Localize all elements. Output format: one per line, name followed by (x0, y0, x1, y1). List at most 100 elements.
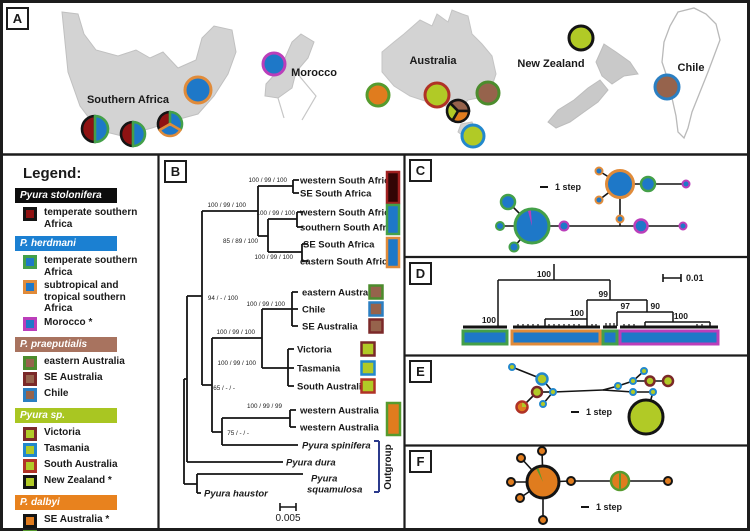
d-tree-tip-ticks (517, 323, 703, 327)
legend-item: SE Australia * (23, 513, 152, 528)
c-haplotype-node (499, 193, 517, 211)
legend-swatch (23, 255, 37, 269)
map-southern-africa (61, 11, 237, 137)
map-label-new-zealand: New Zealand (517, 58, 584, 70)
e-edge (602, 389, 634, 393)
panel-d-tree: 0.01 100 99 97 90 100 100 100 (461, 264, 720, 346)
panel-a-maps: Southern Africa Morocco Australia New Ze… (61, 7, 721, 149)
map-label-chile: Chile (678, 62, 705, 74)
d-clade-bar (461, 329, 509, 346)
legend-item: Western Australia (23, 529, 152, 531)
tree-tip-label: eastern South Africa (300, 257, 393, 268)
map-pie-6 (423, 81, 451, 109)
support-value: 100 / 99 / 100 (248, 177, 287, 184)
tree-tip-label: SE South Africa (300, 189, 372, 200)
c-haplotype-node (678, 221, 688, 231)
legend-swatch (23, 371, 37, 386)
e-edge (552, 389, 604, 393)
legend-item-label: Tasmania (44, 442, 90, 454)
d-support-value: 99 (599, 289, 609, 299)
panel-label-b: B (164, 160, 187, 183)
support-value: 100 / 99 / 100 (216, 329, 255, 336)
d-clade-bar (618, 329, 720, 346)
legend-item: temperate southern Africa (23, 255, 152, 278)
legend-group: Pyura sp. Victoria Tasmania South Australia… (15, 407, 152, 489)
d-clade-bar (601, 329, 619, 346)
outgroup-bracket (374, 440, 380, 493)
e-haplotype-node (614, 382, 622, 390)
c-haplotype-node (615, 214, 625, 224)
map-morocco (264, 33, 315, 99)
legend-item: Tasmania (23, 442, 152, 457)
c-haplotype-node (681, 179, 691, 189)
e-haplotype-node (644, 375, 656, 387)
legend-swatch (23, 280, 37, 294)
tree-tip-label: western South Africa (299, 208, 395, 219)
f-haplotype-node (537, 446, 547, 456)
legend-group-header: P. herdmani (15, 236, 117, 251)
legend-item: Victoria (23, 426, 152, 441)
map-pie-charts (80, 24, 681, 149)
panel-label-a: A (6, 7, 29, 30)
tree-tip-label: Chile (302, 305, 325, 316)
legend-item: temperate southern Africa (23, 207, 152, 230)
map-pie-2-slice (158, 122, 182, 138)
legend-item: Chile (23, 387, 152, 402)
e-haplotype-node (627, 398, 665, 436)
map-pie-1-slice (131, 120, 147, 148)
tree-tip-label: Tasmania (297, 364, 341, 375)
legend-item-label: Morocco * (44, 316, 93, 328)
f-haplotype-node (663, 476, 673, 486)
support-value: 100 / 99 / 100 (246, 301, 285, 308)
support-value: 100 / 99 / 100 (207, 202, 246, 209)
d-support-value: 97 (621, 301, 631, 311)
panel-label-f: F (409, 450, 432, 473)
map-label-southern-africa: Southern Africa (87, 94, 170, 106)
tree-tip-label: SE South Africa (303, 240, 375, 251)
support-value: 65 / - / - (213, 385, 235, 392)
d-support-value: 90 (651, 301, 661, 311)
tip-group-square (368, 301, 384, 317)
c-haplotype-wedge (527, 210, 532, 226)
support-value: 85 / 89 / 100 (223, 238, 259, 245)
c-haplotype-node (633, 218, 649, 234)
legend-swatch (23, 529, 37, 531)
tip-group-bar (385, 236, 401, 269)
outgroup-label: Outgroup (383, 444, 394, 490)
legend-group: P. praeputialis eastern Australia SE Austr… (15, 336, 152, 402)
d-support-value: 100 (570, 308, 584, 318)
legend-panel: Legend: Pyura stolonifera temperate south… (3, 156, 158, 531)
map-morocco-border-lines (277, 71, 317, 121)
legend-item-label: Victoria (44, 426, 81, 438)
tree-tip-label: eastern Australia (302, 288, 379, 299)
c-haplotype-node (495, 221, 505, 231)
map-pie-5 (365, 82, 391, 108)
legend-item-label: SE Australia * (44, 513, 110, 525)
support-value: 100 / 99 / 100 (217, 360, 256, 367)
c-haplotype-node (508, 241, 520, 253)
legend-title: Legend: (23, 165, 82, 182)
legend-item-label: South Australia (44, 458, 118, 470)
legend-item-label: temperate southern Africa (44, 255, 138, 278)
f-haplotype-node (506, 477, 516, 487)
tip-group-bar (385, 170, 401, 205)
tree-tip-label: Pyura haustor (204, 489, 269, 500)
legend-swatch (23, 316, 37, 331)
e-haplotype-node (549, 388, 557, 396)
map-pie-1-slice (119, 120, 135, 148)
d-scale-label: 0.01 (686, 273, 704, 283)
c-haplotype-node (639, 175, 657, 193)
d-support-values: 100 99 97 90 100 100 100 (482, 269, 688, 325)
d-clade-bars (461, 329, 720, 346)
legend-item-label: Chile (44, 387, 69, 399)
tip-group-square (360, 341, 376, 357)
tree-tip-label: western Australia (299, 406, 380, 417)
legend-item: SE Australia (23, 371, 152, 386)
legend-item-label: Western Australia (44, 530, 128, 531)
tree-tip-label: southern South Africa (300, 223, 400, 234)
legend-groups: Pyura stolonifera temperate southern Afri… (15, 188, 152, 531)
legend-group-header: P. praeputialis (15, 336, 117, 352)
